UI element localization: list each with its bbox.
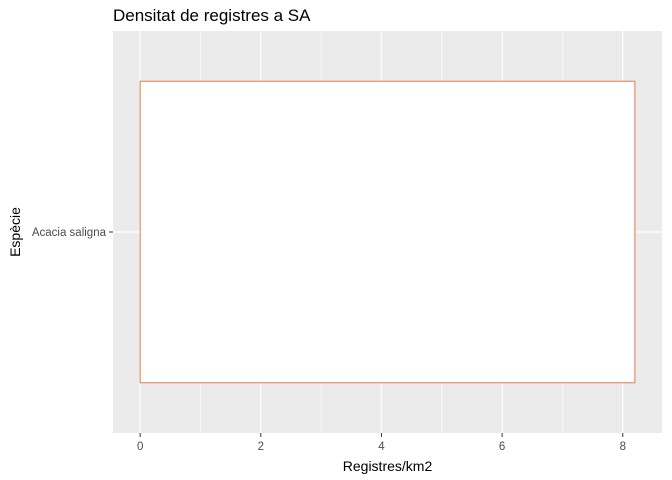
x-tick-label: 2 bbox=[258, 441, 264, 453]
x-tick-label: 4 bbox=[378, 441, 385, 453]
y-axis: Acacia saligna bbox=[32, 227, 113, 239]
x-axis: 0 2 4 6 8 bbox=[137, 433, 626, 453]
bars bbox=[139, 80, 636, 384]
chart-title: Densitat de registres a SA bbox=[113, 6, 311, 25]
x-tick-label: 8 bbox=[620, 441, 626, 453]
bar bbox=[139, 80, 636, 384]
x-tick-label: 0 bbox=[137, 441, 143, 453]
y-axis-title: Espècie bbox=[7, 207, 23, 257]
y-tick-label: Acacia saligna bbox=[32, 227, 107, 239]
x-tick-label: 6 bbox=[499, 441, 505, 453]
x-axis-title: Registres/km2 bbox=[343, 458, 433, 474]
